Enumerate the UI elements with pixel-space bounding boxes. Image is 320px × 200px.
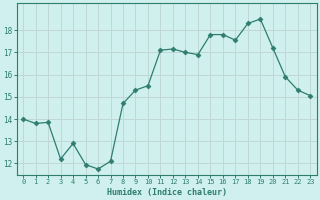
X-axis label: Humidex (Indice chaleur): Humidex (Indice chaleur) — [107, 188, 227, 197]
